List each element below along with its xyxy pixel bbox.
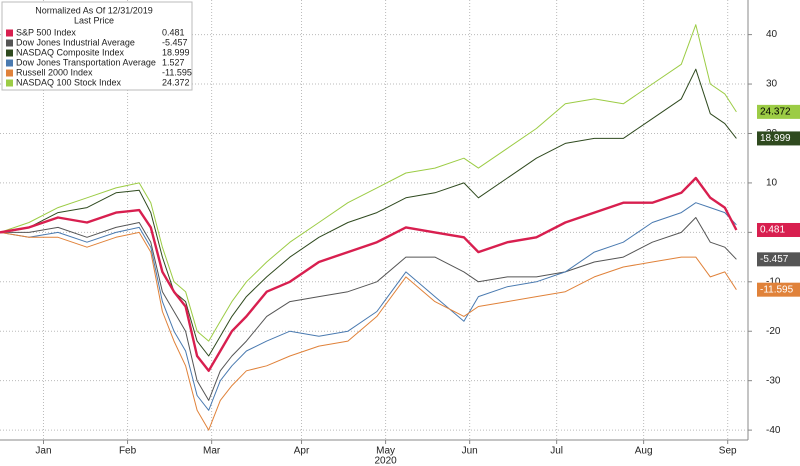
value-tag-box [757,131,800,146]
x-tick-label: Jun [462,446,478,457]
legend-label: Russell 2000 Index [16,67,93,77]
value-tag-box [757,222,800,237]
legend-swatch [6,59,13,67]
y-tick-label: -40 [766,425,781,436]
x-tick-label: May [376,446,395,457]
series-line [0,231,737,431]
legend-label: Dow Jones Industrial Average [16,37,135,47]
y-tick-label: 10 [766,178,778,189]
value-tag-box [757,282,800,297]
legend-subtitle: Last Price [74,15,114,25]
y-tick-label: -30 [766,375,781,386]
y-tick-label: -10 [766,276,781,287]
x-tick-label: Feb [119,446,137,457]
legend-value: 24.372 [162,77,190,87]
x-tick-label: Aug [635,446,653,457]
value-tag-box [757,104,800,119]
legend-value: 1.527 [162,57,185,67]
legend-swatch [6,69,13,77]
legend-label: NASDAQ 100 Stock Index [16,77,122,87]
x-tick-label: Apr [294,446,310,457]
legend-swatch [6,79,13,87]
series-line [0,68,737,357]
value-tag: 18.999 [757,131,800,146]
legend-swatch [6,29,13,37]
series-line [0,202,737,411]
legend-swatch [6,49,13,57]
legend-value: -5.457 [162,37,188,47]
y-tick-label: 30 [766,79,778,90]
legend-value: 0.481 [162,27,185,37]
x-tick-label: Mar [203,446,221,457]
y-tick-label: 40 [766,29,778,40]
value-tag-label: 24.372 [760,107,791,118]
series-line [0,217,737,401]
x-tick-label: Jan [35,446,51,457]
legend-swatch [6,39,13,47]
value-tag: -5.457 [757,252,800,267]
value-tag-label: 18.999 [760,133,791,144]
legend-label: NASDAQ Composite Index [16,47,125,57]
series-line [0,24,737,342]
legend-value: 18.999 [162,47,190,57]
legend-label: Dow Jones Transportation Average [16,57,156,67]
legend-box [1,1,193,91]
value-tag-label: -5.457 [760,254,789,265]
value-tag-label: 0.481 [760,225,785,236]
legend-label: S&P 500 Index [16,27,76,37]
value-tag-box [757,252,800,267]
value-tag: 0.481 [757,222,800,237]
value-tag: 24.372 [757,104,800,119]
x-sublabel: 2020 [374,456,397,466]
x-tick-label: Jul [550,446,563,457]
value-tag-label: -11.595 [760,284,794,295]
legend-value: -11.595 [162,67,192,77]
x-tick-label: Sep [719,446,737,457]
series-line [0,176,738,372]
value-tag: -11.595 [757,282,800,297]
y-tick-label: -20 [766,326,781,337]
legend-title: Normalized As Of 12/31/2019 [35,5,153,15]
